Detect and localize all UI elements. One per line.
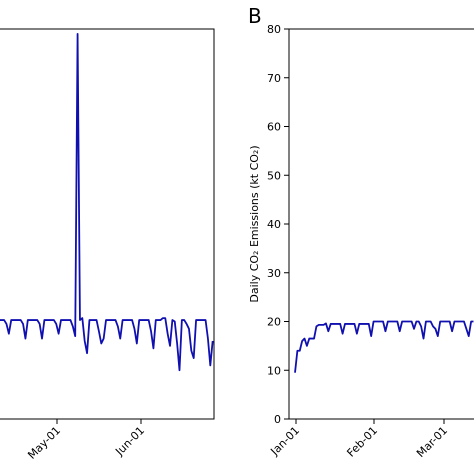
panel-b-x-ticks: Jan-01 Feb-01 Mar-01: [268, 419, 450, 460]
panel-b-y-tick-label: 40: [267, 218, 281, 231]
panel-b-y-tick-label: 30: [267, 267, 281, 280]
panel-a-series-line: [0, 32, 214, 372]
panel-b-y-axis-title: Daily CO₂ Emissions (kt CO₂): [248, 145, 261, 302]
panel-b-label: B: [248, 4, 262, 28]
panel-b-y-tick-label: 0: [274, 413, 281, 426]
panel-a-x-ticks: May-01 Jun-01: [25, 419, 147, 462]
panel-b-y-tick-label: 10: [267, 364, 281, 377]
panel-b-y-tick-label: 80: [267, 23, 281, 36]
panel-b-plot-frame: [288, 28, 474, 420]
panel-b-y-tick-label: 20: [267, 316, 281, 329]
panel-b-y-tick-label: 70: [267, 72, 281, 85]
panel-b: B Daily CO₂ Emissions (kt CO₂) 0 10 20 30 40…: [248, 4, 474, 460]
panel-b-x-tick-label: Feb-01: [344, 424, 380, 460]
panel-b-y-tick-label: 60: [267, 121, 281, 134]
panel-a: May-01 Jun-01: [0, 28, 215, 462]
panel-a-plot-frame: [0, 28, 215, 420]
panel-b-series-line: [294, 320, 474, 373]
panel-b-x-tick-label: Jan-01: [268, 424, 303, 459]
panel-b-x-tick-label: Mar-01: [414, 424, 450, 460]
panel-b-y-ticks: 0 10 20 30 40 50 60 70 80: [267, 23, 289, 426]
panel-b-y-tick-label: 50: [267, 169, 281, 182]
panel-a-x-tick-label: Jun-01: [112, 424, 147, 459]
panel-a-x-tick-label: May-01: [25, 424, 63, 462]
